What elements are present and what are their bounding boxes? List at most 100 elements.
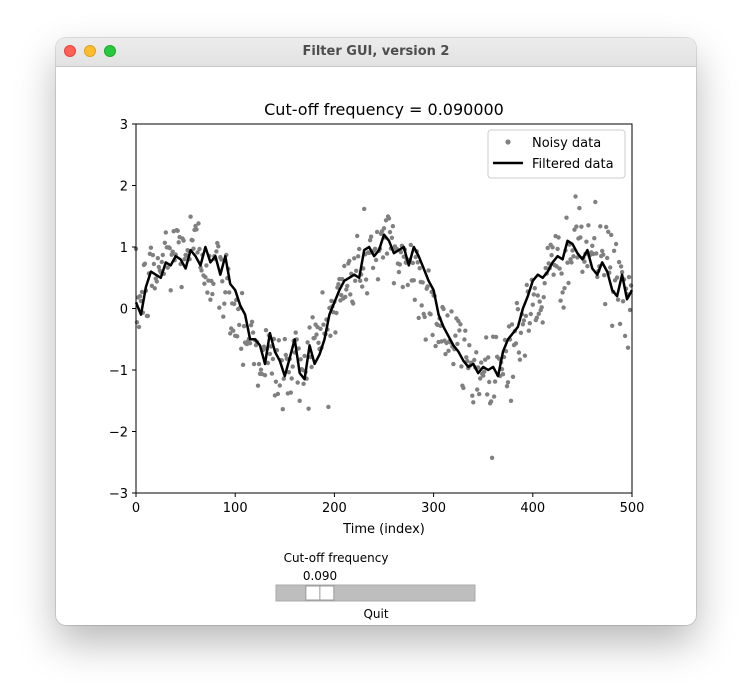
noisy-data-point [194, 227, 199, 232]
noisy-data-point [345, 283, 350, 289]
noisy-data-point [491, 394, 497, 399]
title-bar[interactable]: Filter GUI, version 2 [56, 38, 696, 67]
noisy-data-point [479, 360, 484, 365]
noisy-data-point [190, 238, 195, 243]
x-tick-label: 500 [620, 501, 645, 516]
noisy-data-point [351, 301, 356, 306]
noisy-data-point [314, 332, 319, 337]
noisy-data-point [381, 226, 387, 231]
noisy-data-point [500, 372, 506, 377]
noisy-data-point [449, 309, 454, 314]
noisy-data-point [505, 380, 511, 385]
noisy-data-point [363, 277, 369, 282]
app-window: Filter GUI, version 2 Cut-off frequency … [56, 38, 696, 625]
noisy-data-point [159, 259, 164, 265]
noisy-data-point [375, 277, 381, 282]
filtered-data-line [134, 233, 634, 381]
noisy-data-point [570, 248, 575, 253]
noisy-data-point [267, 351, 273, 357]
noisy-data-point [550, 245, 555, 250]
minimize-window-button[interactable] [84, 45, 96, 57]
noisy-data-point [231, 328, 236, 333]
noisy-data-point [609, 232, 614, 238]
noisy-data-point [410, 260, 415, 266]
noisy-data-point [251, 361, 257, 367]
noisy-data-point [606, 229, 611, 234]
zoom-window-button[interactable] [104, 45, 116, 57]
noisy-data-point [193, 223, 198, 229]
noisy-data-point [484, 335, 489, 340]
quit-button[interactable]: Quit [363, 607, 388, 621]
noisy-data-point [577, 205, 582, 211]
noisy-data-point [615, 297, 621, 302]
noisy-data-point [430, 332, 435, 338]
noisy-data-point [585, 264, 590, 269]
noisy-data-point [561, 305, 566, 310]
noisy-data-point [370, 265, 376, 271]
noisy-data-point [273, 379, 279, 384]
axes-frame [135, 123, 633, 494]
noisy-data-point [422, 314, 427, 320]
noisy-data-point [360, 284, 365, 289]
noisy-data-point [336, 282, 341, 287]
noisy-data-point [594, 251, 599, 256]
noisy-data-point [204, 263, 209, 268]
noisy-data-point [413, 254, 418, 260]
noisy-data-point [600, 248, 605, 254]
noisy-data-point [195, 250, 200, 255]
noisy-data-point [137, 294, 143, 299]
noisy-data-point [456, 318, 461, 324]
noisy-data-point [149, 283, 155, 288]
noisy-data-point [384, 251, 390, 256]
noisy-data-point [389, 235, 395, 240]
noisy-data-point [210, 291, 215, 297]
noisy-data-point [602, 273, 607, 278]
noisy-data-point [179, 284, 184, 290]
noisy-data-point [298, 357, 303, 362]
noisy-data-point [301, 381, 306, 386]
noisy-data-point [296, 346, 301, 351]
noisy-data-point [412, 297, 417, 302]
noisy-data-point [263, 328, 269, 333]
noisy-data-point [397, 262, 403, 267]
noisy-data-point [352, 256, 357, 261]
noisy-data-point [472, 357, 477, 363]
filtered-data-path [134, 233, 634, 381]
noisy-data-point [590, 243, 595, 248]
y-tick-label: −2 [109, 426, 128, 441]
noisy-data-point [167, 245, 172, 251]
cutoff-frequency-slider[interactable] [275, 584, 476, 602]
noisy-data-point [333, 330, 338, 335]
noisy-data-point [239, 290, 245, 296]
noisy-data-point [569, 260, 574, 265]
noisy-data-point [256, 361, 262, 367]
noisy-data-point [426, 268, 431, 273]
noisy-data-point [373, 257, 379, 263]
noisy-data-point [527, 321, 532, 326]
noisy-data-point [441, 306, 446, 312]
noisy-data-point [582, 259, 587, 264]
noisy-data-point [565, 260, 570, 265]
noisy-data-point [580, 269, 585, 274]
noisy-data-point [459, 364, 464, 369]
noisy-data-point [168, 288, 173, 293]
noisy-data-point [275, 391, 281, 397]
noisy-data-point [155, 256, 160, 261]
noisy-data-legend-marker [505, 139, 511, 145]
noisy-data-point [364, 291, 370, 296]
noisy-data-point [347, 258, 352, 264]
close-window-button[interactable] [64, 45, 76, 57]
noisy-data-point [216, 244, 221, 249]
noisy-data-point [549, 253, 554, 258]
noisy-data-point [223, 290, 228, 295]
noisy-data-point [277, 383, 282, 388]
noisy-data-point [451, 361, 456, 367]
noisy-data-point [545, 245, 550, 251]
noisy-data-point [578, 235, 583, 240]
noisy-data-point [391, 281, 397, 286]
noisy-data-point [604, 224, 609, 230]
noisy-data-point [461, 385, 466, 391]
x-tick-label: 100 [223, 501, 248, 516]
noisy-data-point [156, 264, 161, 270]
noisy-data-point [136, 324, 142, 330]
